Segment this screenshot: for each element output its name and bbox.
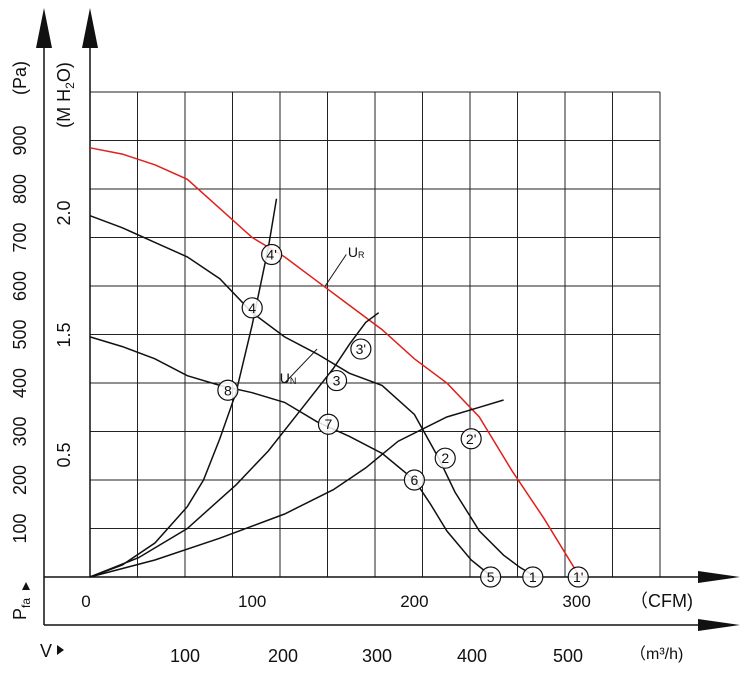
point-marker-2 xyxy=(434,447,456,469)
pa-tick-label: 600 xyxy=(10,271,30,301)
v-marker xyxy=(57,645,64,655)
curve-line-4 xyxy=(89,312,380,578)
point-marker-2' xyxy=(460,428,482,450)
pa-tick-label: 700 xyxy=(10,222,30,252)
point-label-2: 2 xyxy=(441,450,449,466)
pa-tick-label: 400 xyxy=(10,368,30,398)
point-label-2': 2' xyxy=(466,431,476,447)
point-label-1': 1' xyxy=(573,569,583,585)
pa-axis-title: (Pa) xyxy=(10,61,30,95)
ur-leader xyxy=(324,254,347,287)
operating-points: 1 1' 2 2' 3 3' 4 4' 5 6 7 8 xyxy=(217,243,589,588)
point-marker-4 xyxy=(241,297,263,319)
cfm-tick-label: 0 xyxy=(81,592,90,611)
point-marker-1 xyxy=(522,566,544,588)
cfm-axis-arrow xyxy=(698,571,740,583)
v-label: V xyxy=(40,641,52,661)
point-label-1: 1 xyxy=(529,569,537,585)
axes xyxy=(36,8,740,631)
un-label: UN xyxy=(280,370,297,386)
pa-tick-label: 900 xyxy=(10,125,30,155)
pfa-marker xyxy=(22,582,30,590)
ur-label-sub: R xyxy=(358,250,365,260)
mh2o-axis-arrow xyxy=(82,8,98,48)
un-leader xyxy=(284,348,318,384)
pa-tick-label: 200 xyxy=(10,465,30,495)
mh2o-axis-title: (M H2O) xyxy=(54,62,77,128)
point-label-7: 7 xyxy=(325,416,333,432)
mh2o-tick-label: 1.5 xyxy=(54,322,74,347)
point-marker-5 xyxy=(480,566,502,588)
point-label-4': 4' xyxy=(266,246,276,262)
point-marker-7 xyxy=(317,413,340,435)
pa-tick-label: 500 xyxy=(10,319,30,349)
mh2o-tick-label: 2.0 xyxy=(54,200,74,225)
cfm-tick-label: 200 xyxy=(400,592,428,611)
m3h-tick-label: 100 xyxy=(170,646,200,666)
point-marker-1' xyxy=(567,566,589,588)
pa-axis-arrow xyxy=(36,8,52,48)
cfm-tick-label: 300 xyxy=(562,592,590,611)
grid xyxy=(89,91,661,578)
m3h-axis-arrow xyxy=(698,619,740,631)
pa-tick-label: 100 xyxy=(10,513,30,543)
axis-labels: 100 200 300 400 500 600 700 800 900 (Pa) Pfa 0.5 1.5… xyxy=(10,61,693,666)
curve-UR xyxy=(89,147,581,578)
un-label-main: U xyxy=(280,370,290,386)
curve-line-2 xyxy=(89,336,493,578)
point-marker-3 xyxy=(325,369,348,392)
point-label-3': 3' xyxy=(356,341,366,357)
point-marker-4' xyxy=(261,243,283,266)
mh2o-tick-label: 0.5 xyxy=(54,442,74,467)
m3h-tick-label: 500 xyxy=(553,646,583,666)
point-label-6: 6 xyxy=(411,472,419,488)
point-label-4: 4 xyxy=(248,300,256,316)
mh2o-title-b: O) xyxy=(54,62,74,82)
point-label-8: 8 xyxy=(224,382,232,398)
point-marker-8 xyxy=(217,379,239,401)
pa-tick-label: 300 xyxy=(10,416,30,446)
curve-line-5 xyxy=(89,399,504,578)
curve-UN xyxy=(89,214,537,578)
cfm-axis-title: （CFM) xyxy=(630,591,693,611)
pa-tick-label: 800 xyxy=(10,174,30,204)
ur-label: UR xyxy=(348,244,365,260)
pfa-label-sub: fa xyxy=(19,598,33,608)
m3h-axis-title: （m³/h) xyxy=(630,645,683,663)
curve-line-3 xyxy=(89,198,278,578)
m3h-tick-label: 300 xyxy=(362,646,392,666)
point-marker-3' xyxy=(350,338,372,360)
pfa-label-main: P xyxy=(10,608,30,620)
cfm-tick-label: 100 xyxy=(238,592,266,611)
m3h-tick-label: 400 xyxy=(457,646,487,666)
mh2o-title-sub: 2 xyxy=(63,82,77,89)
point-marker-6 xyxy=(403,469,425,491)
point-label-5: 5 xyxy=(487,569,495,585)
m3h-tick-label: 200 xyxy=(268,646,298,666)
point-label-3: 3 xyxy=(333,373,341,389)
ur-label-main: U xyxy=(348,244,358,260)
pfa-label: Pfa xyxy=(10,598,33,620)
mh2o-title-a: (M H xyxy=(54,89,74,128)
un-label-sub: N xyxy=(290,376,297,386)
